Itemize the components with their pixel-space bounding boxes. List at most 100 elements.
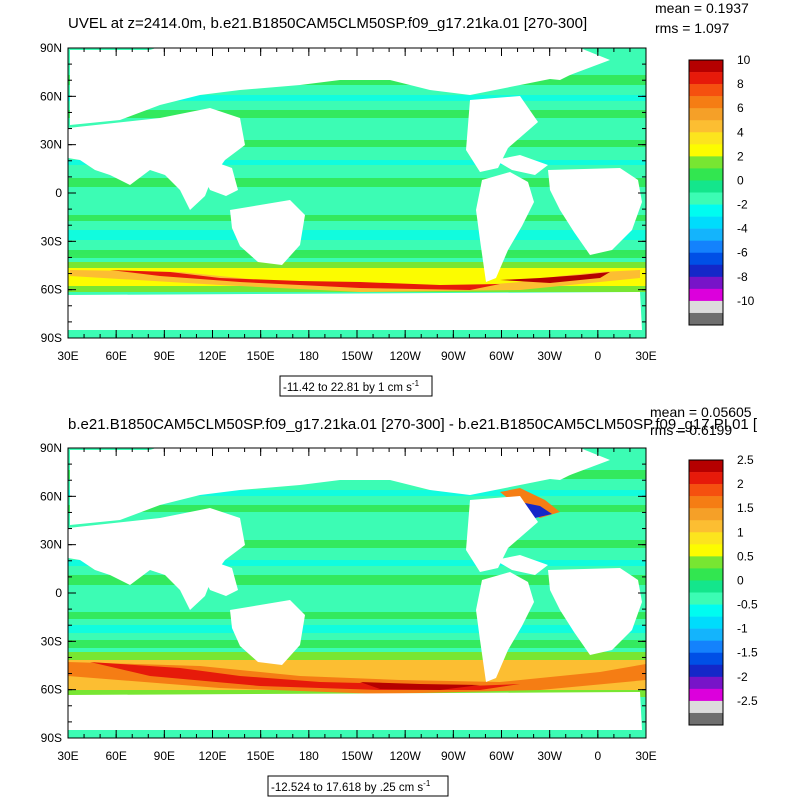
range-unit-exp: -1 xyxy=(412,379,420,388)
colorbar-label: 4 xyxy=(737,125,744,139)
colorbar-label: 2 xyxy=(737,477,744,491)
range-box: -11.42 to 22.81 by 1 cm s-1 xyxy=(279,375,433,397)
lat-tick-label: 60N xyxy=(40,489,62,503)
colorbar-label: 0 xyxy=(737,573,744,587)
colorbar-label: -0.5 xyxy=(737,598,758,612)
colorbar-label: -10 xyxy=(737,294,755,308)
lat-tick-label: 90N xyxy=(40,41,62,55)
lon-axis: 30E 60E 90E 120E 150E 180 150W 120W 90W 60W 30W 0 30… xyxy=(57,349,656,363)
lon-tick-label: 150E xyxy=(247,349,275,363)
colorbar-swatch xyxy=(689,276,723,290)
lat-tick-label: 90S xyxy=(41,731,62,745)
lat-tick-label: 60S xyxy=(41,683,62,697)
panel-top: UVEL at z=2414.0m, b.e21.B1850CAM5CLM50S… xyxy=(40,0,755,397)
axis-ticks xyxy=(67,47,647,339)
colorbar-swatch xyxy=(689,592,723,605)
colorbar-label: -4 xyxy=(737,222,748,236)
range-label: -11.42 to 22.81 by 1 cm s xyxy=(283,382,412,394)
lon-tick-label: 30W xyxy=(537,349,562,363)
colorbar-swatch xyxy=(689,532,723,545)
lon-tick-label: 30E xyxy=(635,349,656,363)
colorbar-swatch xyxy=(689,568,723,581)
rms-label: rms = 1.097 xyxy=(655,20,730,36)
lat-tick-label: 60N xyxy=(40,89,62,103)
colorbar-swatch xyxy=(689,312,723,326)
colorbar-swatch xyxy=(689,472,723,485)
lon-tick-label: 150W xyxy=(341,749,373,763)
chart-title: UVEL at z=2414.0m, b.e21.B1850CAM5CLM50S… xyxy=(68,15,587,32)
range-unit-exp: -1 xyxy=(423,779,431,788)
colorbar-swatch xyxy=(689,580,723,593)
colorbar-swatch xyxy=(689,460,723,473)
lat-tick-label: 0 xyxy=(55,586,62,600)
colorbar-label: 1 xyxy=(737,525,744,539)
colorbar-swatch xyxy=(689,544,723,557)
colorbar-swatch xyxy=(689,496,723,509)
lon-tick-label: 90W xyxy=(441,349,466,363)
colorbar-swatch xyxy=(689,676,723,690)
colorbar-label: 2.5 xyxy=(737,453,754,467)
colorbar-swatch xyxy=(689,228,723,241)
colorbar-label: 0.5 xyxy=(737,549,754,563)
lat-tick-label: 30S xyxy=(41,634,62,648)
colorbar-swatch xyxy=(689,652,723,666)
lon-tick-label: 120W xyxy=(389,349,421,363)
colorbar-swatch xyxy=(689,204,723,217)
colorbar-swatch xyxy=(689,156,723,169)
colorbar-label: 0 xyxy=(737,173,744,187)
lon-tick-label: 30E xyxy=(57,349,78,363)
colorbar-swatch xyxy=(689,72,723,85)
panel-bottom: mean = 0.05605 rms = 0.6199 b.e21.B1850C… xyxy=(40,404,758,797)
colorbar: 10 8 6 4 2 0 -2 -4 -6 -8 -10 xyxy=(688,53,755,326)
lon-tick-label: 90W xyxy=(441,749,466,763)
colorbar-swatch xyxy=(689,664,723,678)
colorbar-swatch xyxy=(689,180,723,193)
lat-tick-label: 30N xyxy=(40,138,62,152)
lon-tick-label: 30E xyxy=(635,749,656,763)
lat-tick-label: 30S xyxy=(41,234,62,248)
lon-tick-label: 60W xyxy=(489,749,514,763)
axis-ticks xyxy=(67,447,647,739)
colorbar-label: -1 xyxy=(737,622,748,636)
lon-tick-label: 30E xyxy=(57,749,78,763)
colorbar-swatch xyxy=(689,216,723,229)
lon-tick-label: 180 xyxy=(299,349,319,363)
colorbar-label: 10 xyxy=(737,53,751,67)
colorbar-label: -1.5 xyxy=(737,646,758,660)
colorbar-label: -2.5 xyxy=(737,694,758,708)
lon-tick-label: 180 xyxy=(299,749,319,763)
colorbar-swatch xyxy=(689,264,723,278)
lon-tick-label: 60E xyxy=(105,749,126,763)
colorbar-label: 6 xyxy=(737,101,744,115)
colorbar-swatch xyxy=(689,604,723,617)
lon-tick-label: 30W xyxy=(537,749,562,763)
svg-text:-11.42 to 22.81 by 1 cm s-1: -11.42 to 22.81 by 1 cm s-1 xyxy=(283,379,420,394)
colorbar: 2.5 2 1.5 1 0.5 0 -0.5 -1 -1.5 -2 -2.5 xyxy=(688,453,758,726)
colorbar-label: 8 xyxy=(737,77,744,91)
range-box: -12.524 to 17.618 by .25 cm s-1 xyxy=(267,775,449,797)
colorbar-swatch xyxy=(689,192,723,205)
colorbar-swatch xyxy=(689,108,723,121)
lon-tick-label: 120W xyxy=(389,749,421,763)
colorbar-label: -2 xyxy=(737,198,748,212)
colorbar-swatch xyxy=(689,300,723,314)
mean-label: mean = 0.1937 xyxy=(655,0,749,16)
colorbar-swatch xyxy=(689,144,723,157)
colorbar-swatch xyxy=(689,484,723,497)
lat-tick-label: 30N xyxy=(40,538,62,552)
colorbar-swatch xyxy=(689,616,723,629)
lon-tick-label: 60E xyxy=(105,349,126,363)
lon-tick-label: 0 xyxy=(594,349,601,363)
colorbar-swatch xyxy=(689,168,723,181)
lon-tick-label: 90E xyxy=(154,349,175,363)
colorbar-swatch xyxy=(689,240,723,254)
colorbar-swatch xyxy=(689,712,723,726)
lat-tick-label: 90N xyxy=(40,441,62,455)
lon-tick-label: 120E xyxy=(198,749,226,763)
rms-label: rms = 0.6199 xyxy=(650,422,732,438)
lon-tick-label: 150W xyxy=(341,349,373,363)
lat-tick-label: 0 xyxy=(55,186,62,200)
lon-tick-label: 120E xyxy=(198,349,226,363)
lon-tick-label: 60W xyxy=(489,349,514,363)
